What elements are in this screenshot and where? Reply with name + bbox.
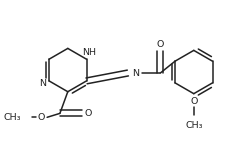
Text: O: O [85, 109, 92, 118]
Text: N: N [39, 79, 46, 88]
Text: O: O [38, 113, 45, 122]
Text: N: N [132, 69, 139, 78]
Text: O: O [157, 40, 164, 49]
Text: O: O [190, 97, 197, 106]
Text: CH₃: CH₃ [3, 113, 21, 122]
Text: NH: NH [83, 48, 97, 57]
Text: CH₃: CH₃ [185, 121, 203, 130]
